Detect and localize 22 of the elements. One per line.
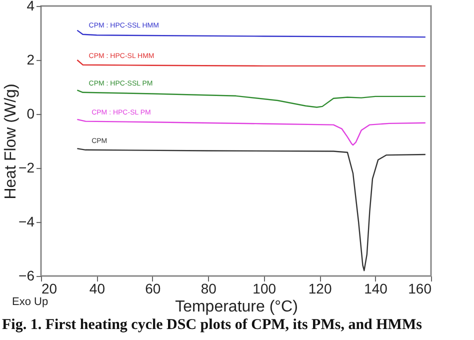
y-tick-label: 4 [26, 0, 35, 14]
x-tick-label: 80 [200, 280, 217, 296]
line-series [76, 118, 426, 146]
x-tick-label: 100 [252, 280, 276, 296]
x-tick-label: 20 [42, 280, 58, 296]
y-tick-label: −4 [18, 214, 35, 230]
x-tick-label: 140 [364, 280, 388, 296]
line-series [76, 30, 426, 38]
line-series [76, 90, 426, 108]
text: Exo Up [12, 296, 48, 308]
x-tick-label: 160 [408, 280, 432, 296]
y-tick-label: 0 [26, 106, 35, 122]
caption: Fig. 1. First heating cycle DSC plots of CPM, its PMs, and HMMs [2, 317, 422, 334]
x-tick-label: 120 [308, 280, 332, 296]
y-tick-label: −6 [18, 268, 35, 284]
x-tick-label: 60 [145, 280, 161, 296]
y-axis-title: Heat Flow (W/g) [2, 84, 20, 200]
x-axis-title: Temperature (°C) [175, 298, 298, 316]
x-tick-label: 40 [89, 280, 106, 296]
line-series [76, 148, 426, 272]
y-tick-label: 2 [26, 52, 35, 68]
y-tick-label: −2 [18, 160, 35, 176]
